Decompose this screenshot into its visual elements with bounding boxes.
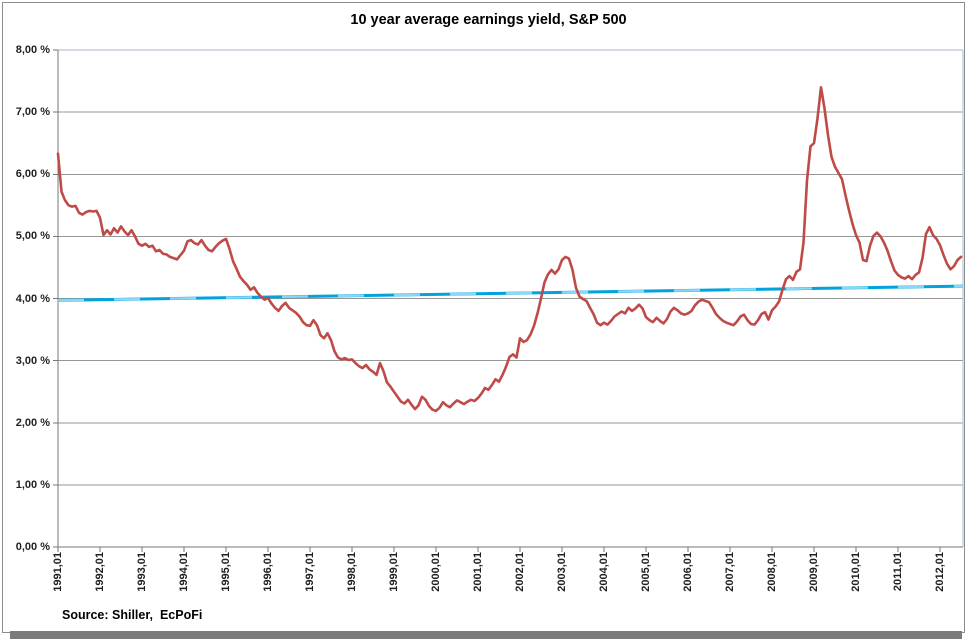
y-axis-label: 5,00 % — [15, 230, 50, 243]
x-axis-label: 2004,01 — [597, 552, 610, 592]
x-axis-label: 1992,01 — [93, 552, 106, 592]
x-axis-label: 2005,01 — [639, 552, 652, 592]
x-axis-label: 1998,01 — [345, 552, 358, 592]
trend-line-dash — [57, 284, 964, 302]
x-axis-label: 2009,01 — [807, 552, 820, 592]
x-axis-label: 2010,01 — [849, 552, 862, 592]
x-axis-label: 2000,01 — [429, 552, 442, 592]
x-axis-label: 1993,01 — [135, 552, 148, 592]
x-axis-label: 2001,01 — [471, 552, 484, 592]
source-note: Source: Shiller, EcPoFi — [62, 608, 203, 622]
y-axis-label: 2,00 % — [15, 416, 50, 429]
y-axis-label: 1,00 % — [15, 478, 50, 491]
x-axis-label: 2008,01 — [765, 552, 778, 592]
y-axis-label: 4,00 % — [15, 292, 50, 305]
x-axis-label: 1999,01 — [387, 552, 400, 592]
x-axis-label: 2007,01 — [723, 552, 736, 592]
y-axis-label: 8,00 % — [15, 44, 50, 56]
x-axis-label: 2011,01 — [891, 552, 904, 592]
window-bottom-shadow — [10, 631, 962, 639]
x-axis-label: 2006,01 — [681, 552, 694, 592]
y-axis-label: 7,00 % — [15, 106, 50, 119]
y-axis-label: 3,00 % — [15, 354, 50, 367]
x-axis-label: 1991,01 — [51, 552, 64, 592]
y-axis-label: 6,00 % — [15, 168, 50, 181]
x-axis-label: 2003,01 — [555, 552, 568, 592]
chart-title: 10 year average earnings yield, S&P 500 — [350, 12, 627, 28]
x-axis-label: 2012,01 — [933, 552, 946, 592]
x-axis-label: 1994,01 — [177, 552, 190, 592]
y-axis-label: 0,00 % — [15, 541, 50, 553]
x-axis-label: 2002,01 — [513, 552, 526, 592]
earnings-yield-line — [56, 86, 963, 413]
x-axis-label: 1997,01 — [303, 552, 316, 592]
x-axis-label: 1995,01 — [219, 552, 232, 592]
x-axis-label: 1996,01 — [261, 552, 274, 592]
